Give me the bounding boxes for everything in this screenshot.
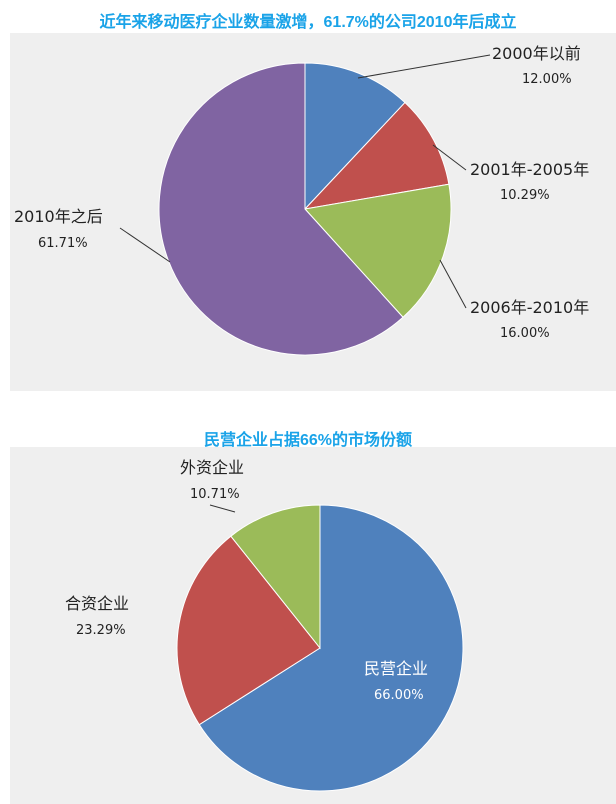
label-2000-before: 2000年以前	[492, 44, 581, 63]
pie-slice-0	[304, 62, 406, 211]
pie-slice-1	[303, 101, 450, 210]
leader-line-2006	[439, 259, 467, 309]
label-2010-after: 2010年之后	[14, 207, 103, 226]
leader-line-2000	[357, 54, 491, 79]
pct-2000-before: 12.00%	[522, 72, 572, 87]
chart1-title: 近年来移动医疗企业数量激增，61.7%的公司2010年后成立	[99, 14, 517, 31]
pie-slice-2	[230, 504, 321, 650]
label-joint: 合资企业	[65, 594, 130, 613]
pct-private: 66.00%	[374, 688, 424, 703]
chart2-pie	[176, 504, 464, 792]
pct-foreign: 10.71%	[190, 487, 240, 502]
label-private: 民营企业	[364, 659, 429, 678]
leader-line-foreign	[209, 504, 236, 513]
label-foreign: 外资企业	[180, 458, 245, 477]
leader-line-2010after	[119, 227, 171, 263]
pct-2006-2010: 16.00%	[500, 326, 550, 341]
chart2-title: 民营企业占据66%的市场份额	[203, 432, 413, 449]
pie-slice-1	[176, 535, 321, 726]
pct-joint: 23.29%	[76, 623, 126, 638]
label-2001-2005: 2001年-2005年	[470, 160, 590, 179]
leader-lines	[119, 54, 491, 513]
leader-line-2001	[432, 144, 467, 171]
pie-slice-2	[304, 183, 452, 318]
label-2006-2010: 2006年-2010年	[470, 298, 590, 317]
pct-2010-after: 61.71%	[38, 236, 88, 251]
pie-slice-0	[198, 504, 464, 792]
pct-2001-2005: 10.29%	[500, 188, 550, 203]
chart1-pie	[158, 62, 452, 356]
